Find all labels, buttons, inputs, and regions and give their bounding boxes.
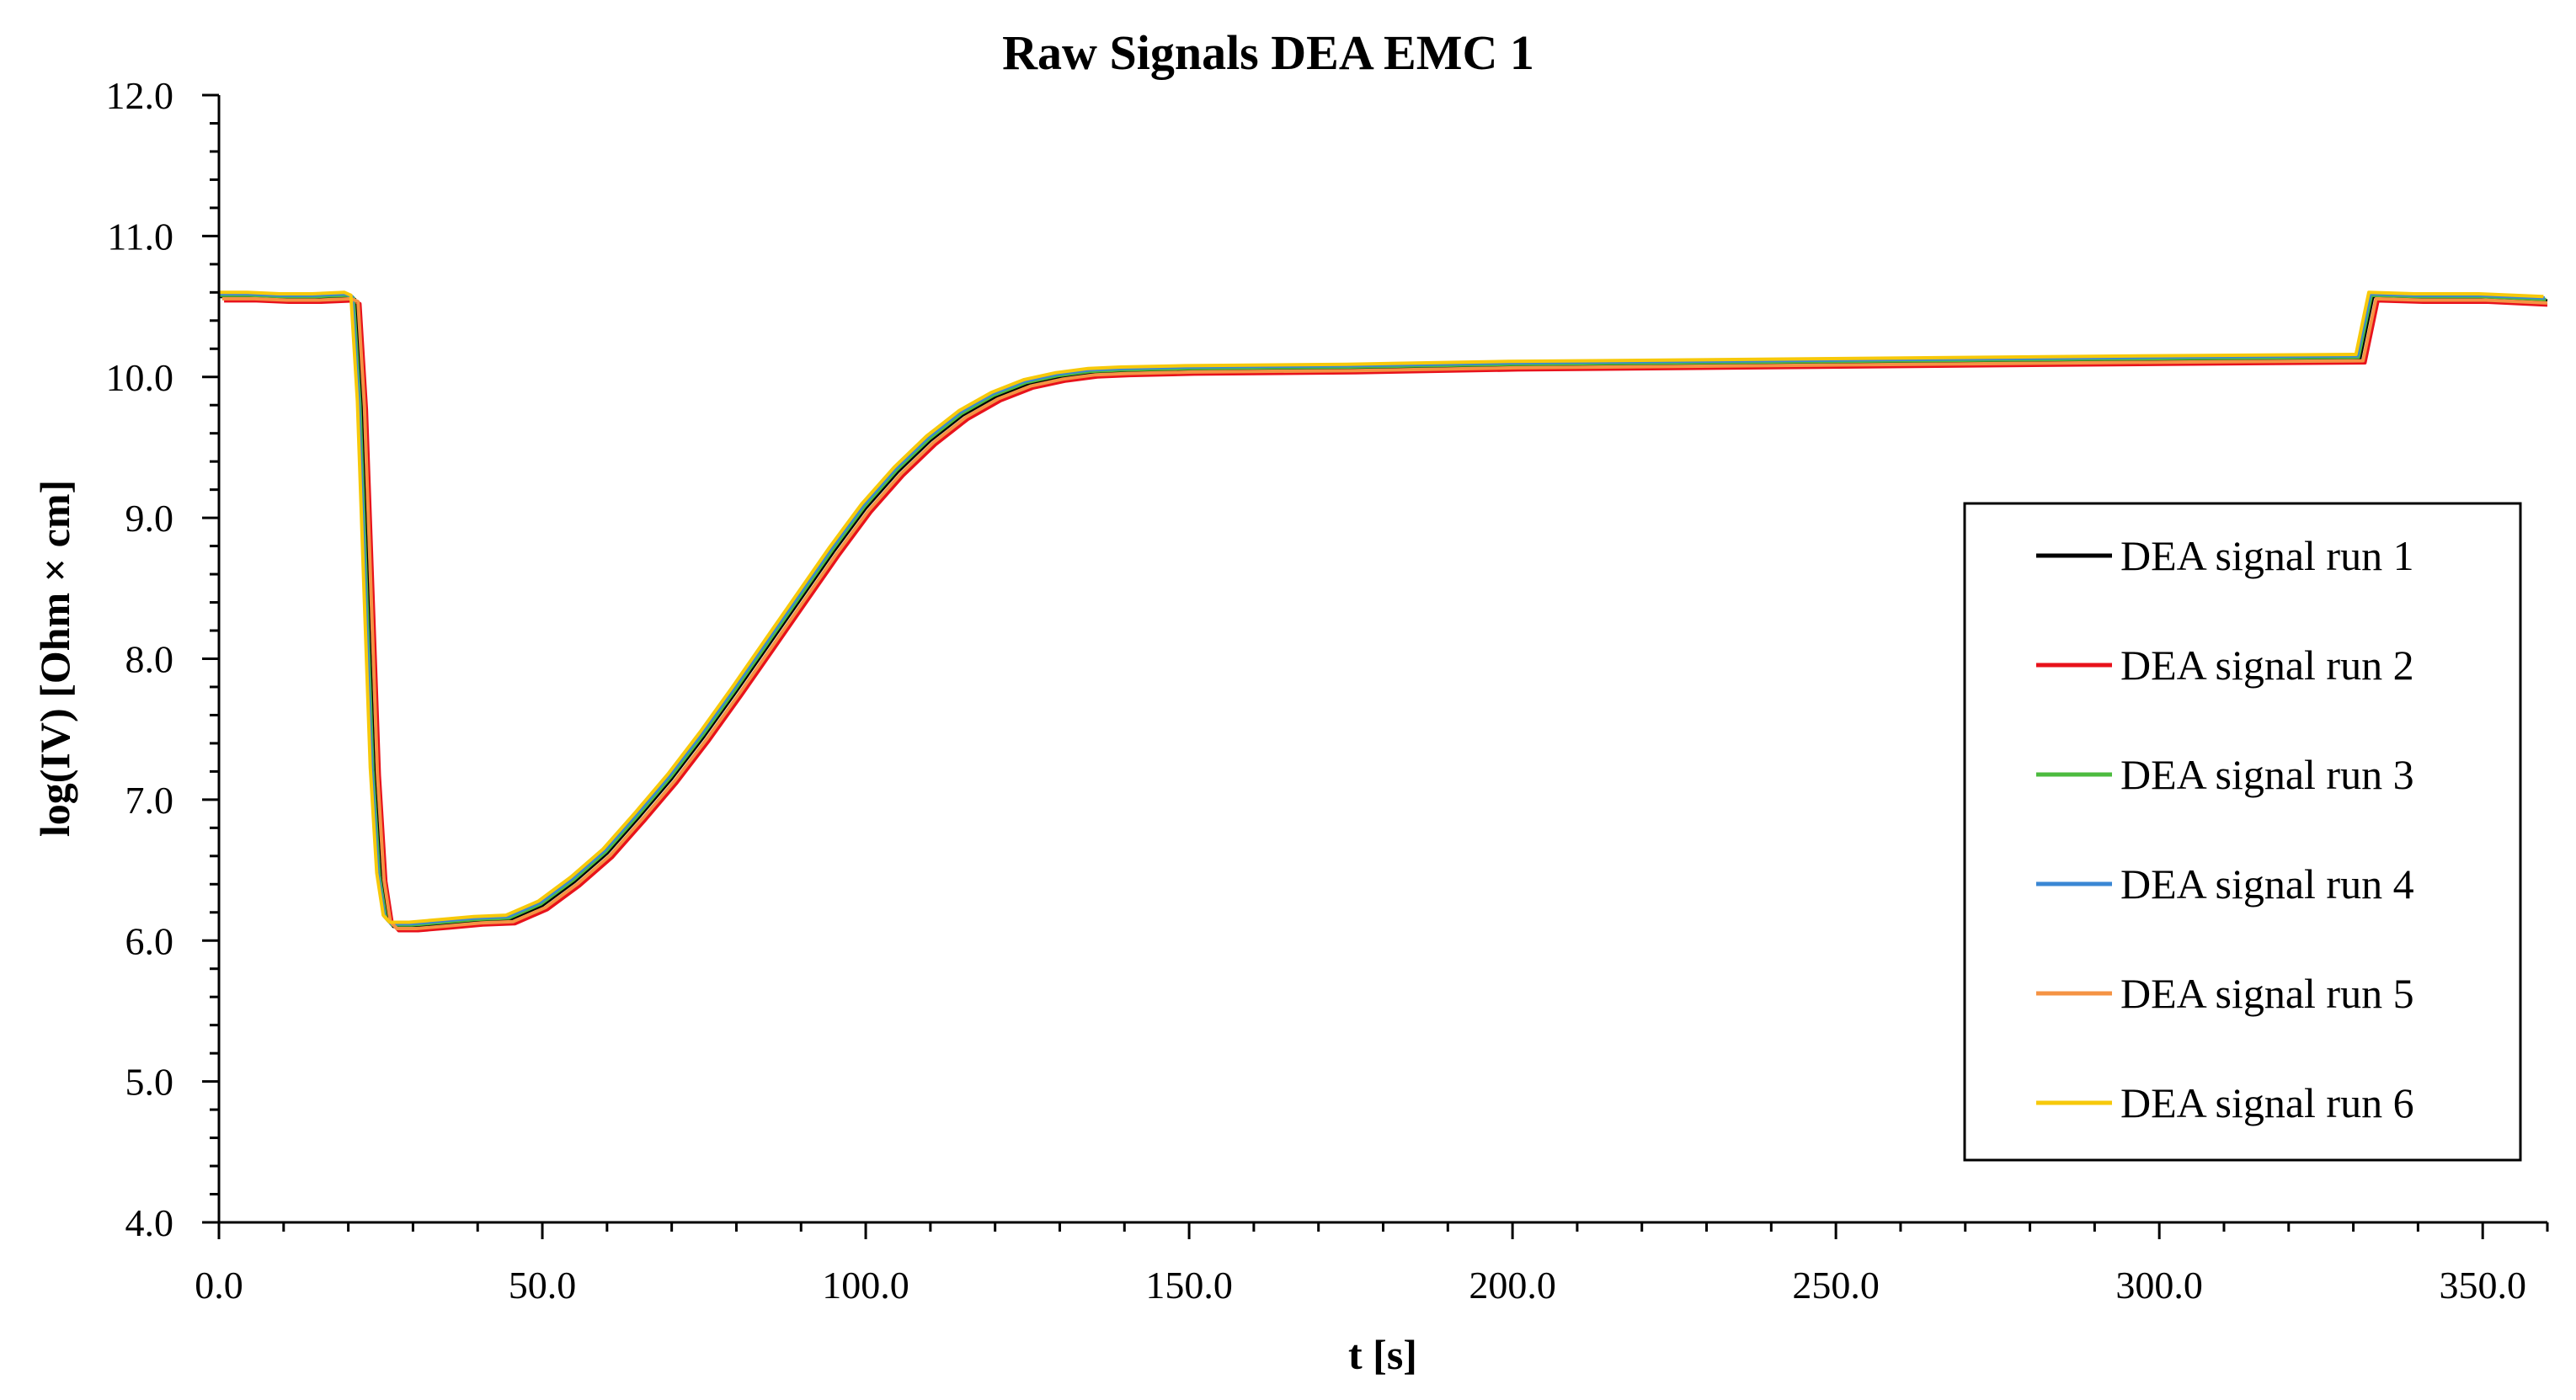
x-tick-label: 350.0 (2439, 1264, 2526, 1307)
series-line-run-6 (219, 290, 2544, 924)
y-tick-label: 11.0 (107, 215, 173, 258)
y-tick-label: 7.0 (125, 779, 174, 822)
y-tick-label: 9.0 (125, 497, 174, 540)
chart-title: Raw Signals DEA EMC 1 (1002, 25, 1534, 80)
x-axis-label: t [s] (1348, 1331, 1417, 1378)
x-tick-label: 50.0 (509, 1264, 577, 1307)
y-tick-label: 5.0 (125, 1061, 174, 1104)
legend-label-run-4: DEA signal run 4 (2120, 860, 2414, 908)
x-ticks: 0.0 50.0 100.0 150.0 200.0 250.0 300.0 350.0 (195, 1222, 2549, 1307)
legend-label-run-3: DEA signal run 3 (2120, 751, 2414, 798)
legend-label-run-2: DEA signal run 2 (2120, 641, 2414, 689)
series-line-run-2 (224, 299, 2548, 933)
legend-label-run-5: DEA signal run 5 (2120, 970, 2414, 1017)
series-line-run-5 (221, 296, 2548, 930)
legend: DEA signal run 1 DEA signal run 2 DEA sign… (1963, 502, 2522, 1162)
x-tick-label: 100.0 (822, 1264, 909, 1307)
legend-label-run-1: DEA signal run 1 (2120, 532, 2414, 579)
series-group (219, 290, 2548, 933)
y-tick-label: 6.0 (125, 919, 174, 962)
legend-items: DEA signal run 1 DEA signal run 2 DEA sign… (2036, 532, 2414, 1126)
x-tick-label: 300.0 (2115, 1264, 2203, 1307)
y-tick-label: 8.0 (125, 638, 174, 681)
y-tick-label: 4.0 (125, 1201, 174, 1244)
y-ticks: 4.0 5.0 6.0 7.0 8.0 9.0 10.0 11.0 12.0 (106, 74, 219, 1244)
legend-label-run-6: DEA signal run 6 (2120, 1079, 2414, 1126)
x-tick-label: 0.0 (195, 1264, 243, 1307)
y-tick-label: 12.0 (106, 74, 174, 117)
y-tick-label: 10.0 (106, 356, 174, 399)
x-tick-label: 200.0 (1469, 1264, 1556, 1307)
legend-box (1963, 502, 2522, 1162)
y-axis-label: log(IV) [Ohm × cm] (31, 480, 78, 837)
x-tick-label: 150.0 (1145, 1264, 1233, 1307)
x-tick-label: 250.0 (1792, 1264, 1880, 1307)
